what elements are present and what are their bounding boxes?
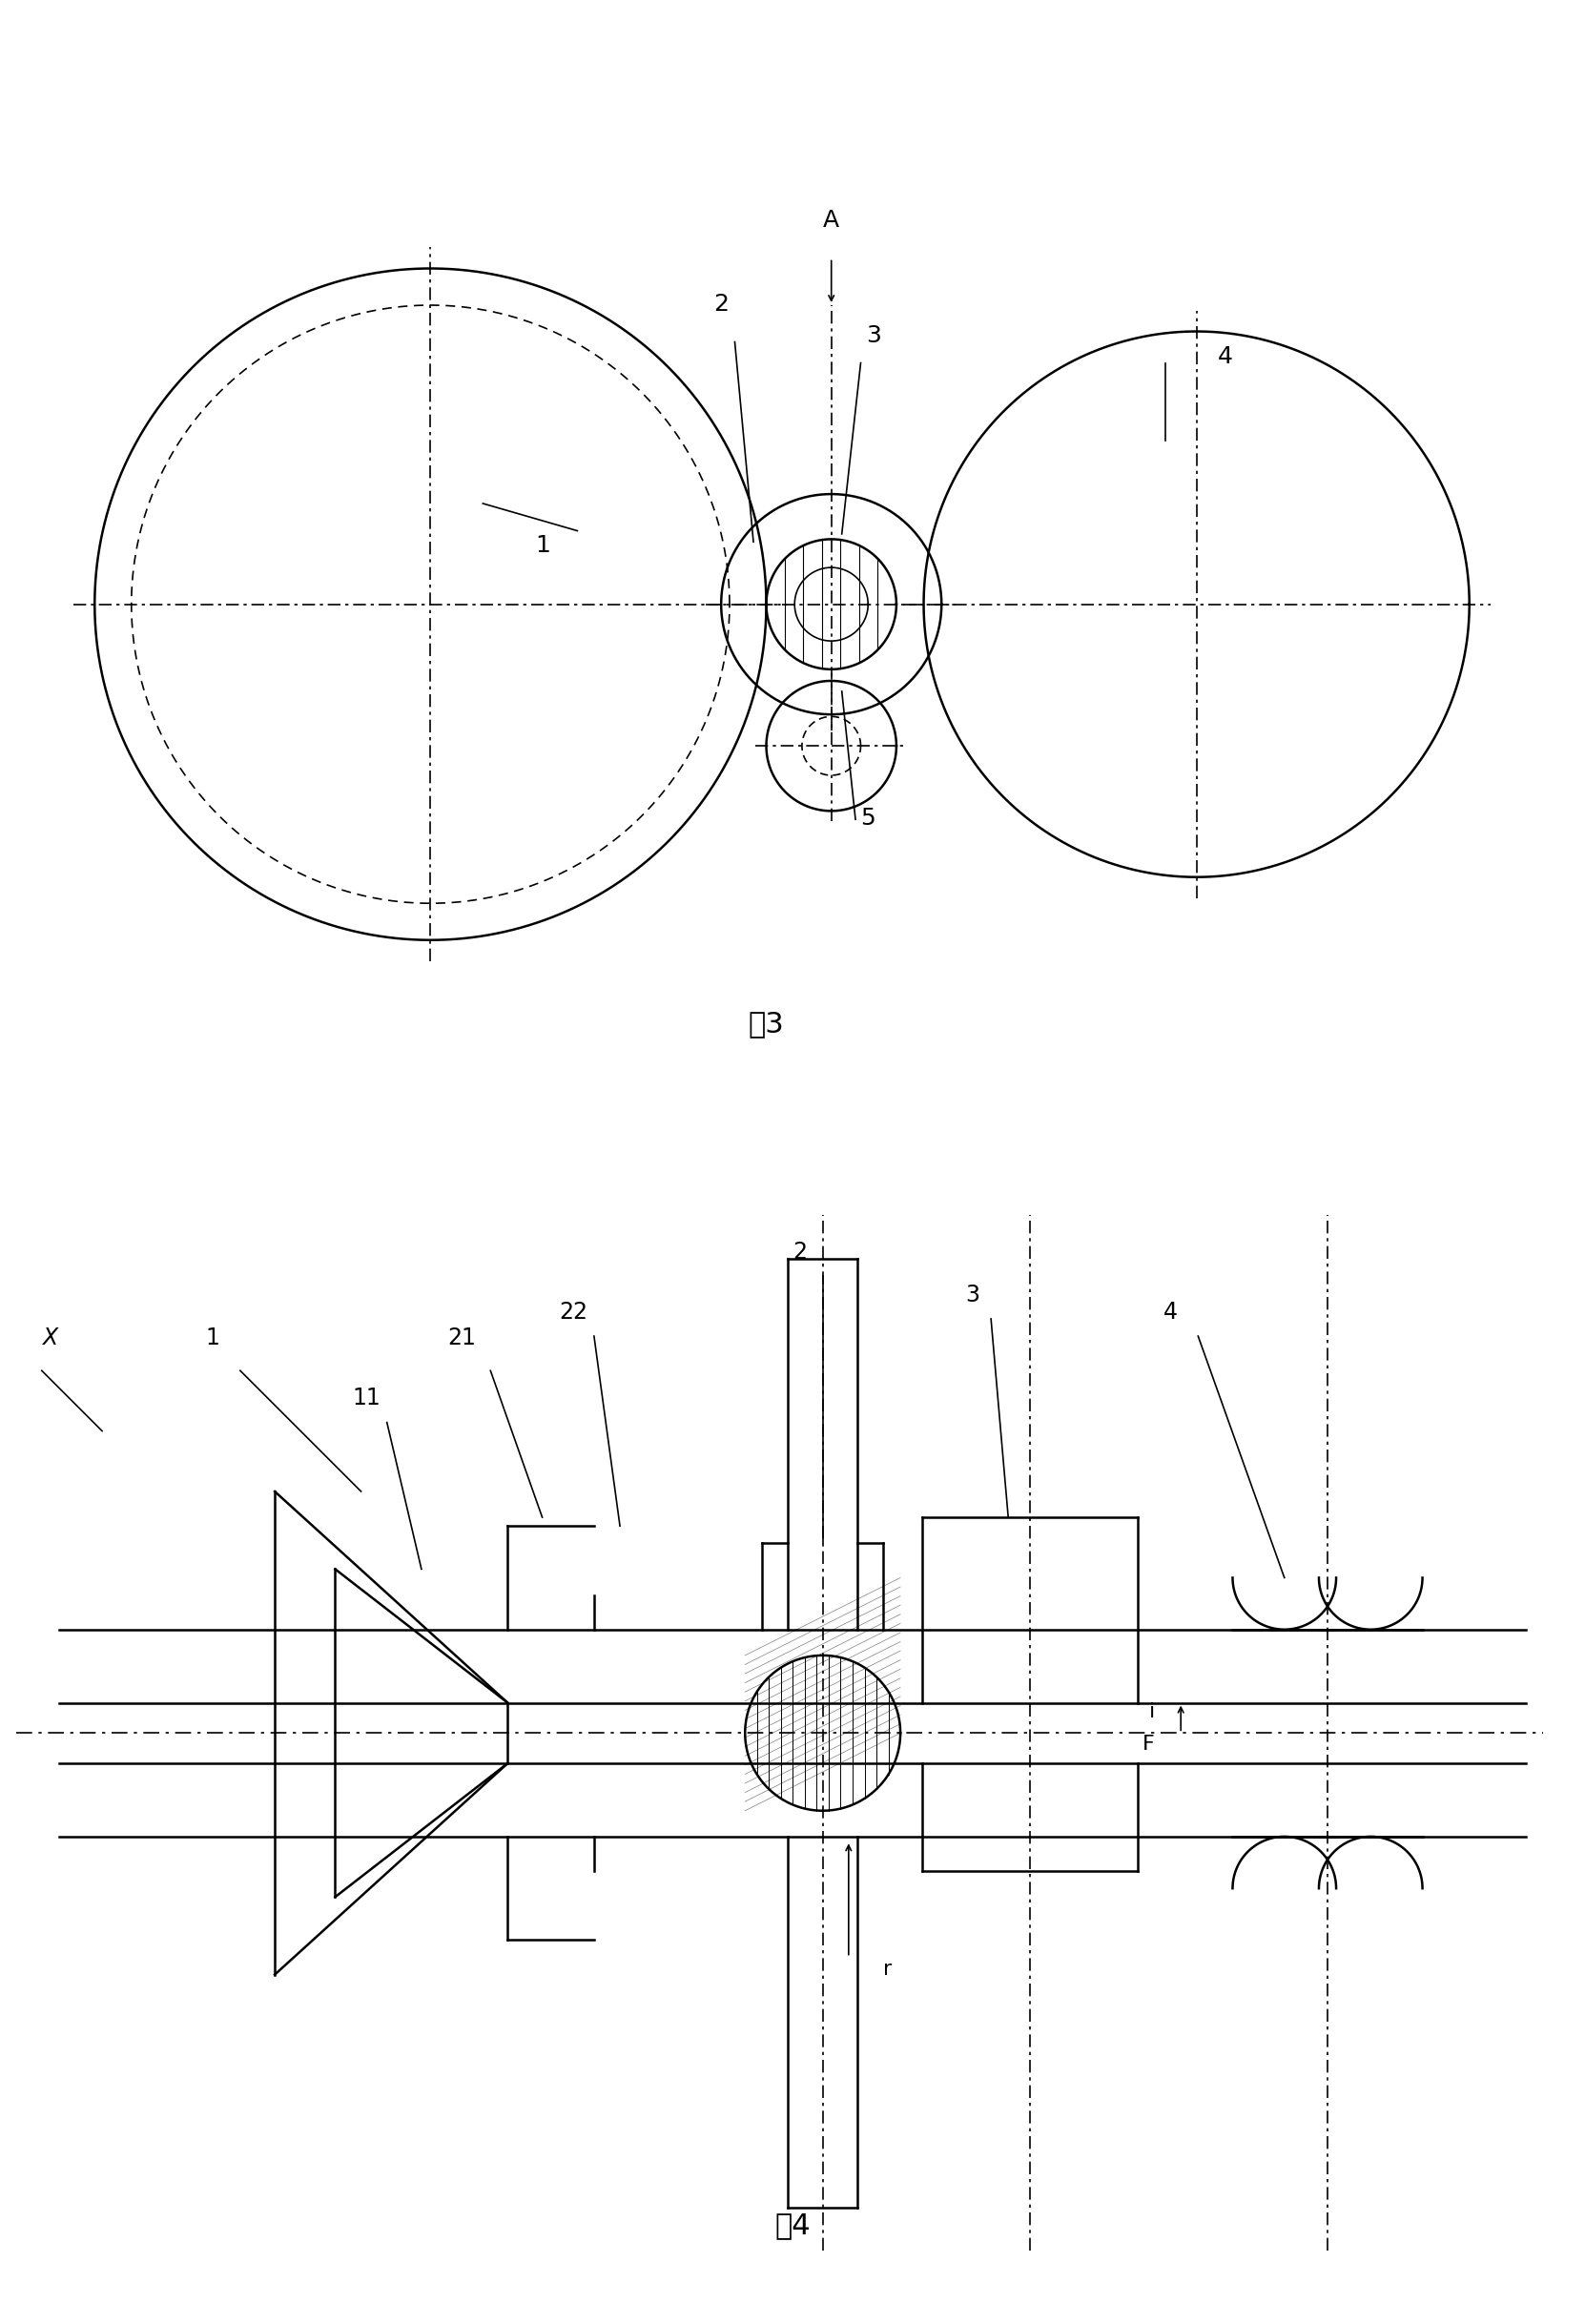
Text: 1: 1 [206, 1327, 220, 1350]
Text: 2: 2 [713, 293, 729, 316]
Text: 3: 3 [865, 323, 881, 346]
Text: 图3: 图3 [748, 1011, 785, 1039]
Text: 11: 11 [352, 1387, 380, 1411]
Text: X: X [41, 1327, 57, 1350]
Text: 4: 4 [1217, 344, 1233, 367]
Text: 21: 21 [447, 1327, 476, 1350]
Text: 5: 5 [861, 806, 877, 830]
Text: 3: 3 [965, 1283, 980, 1306]
Text: r: r [883, 1959, 892, 1978]
Text: A: A [823, 209, 840, 232]
Text: 图4: 图4 [775, 2212, 810, 2240]
Text: 1: 1 [536, 535, 550, 555]
Text: 2: 2 [792, 1241, 807, 1264]
Text: 22: 22 [560, 1301, 588, 1325]
Text: 4: 4 [1163, 1301, 1178, 1325]
Text: F: F [1143, 1736, 1155, 1755]
Text: i: i [1149, 1703, 1155, 1722]
